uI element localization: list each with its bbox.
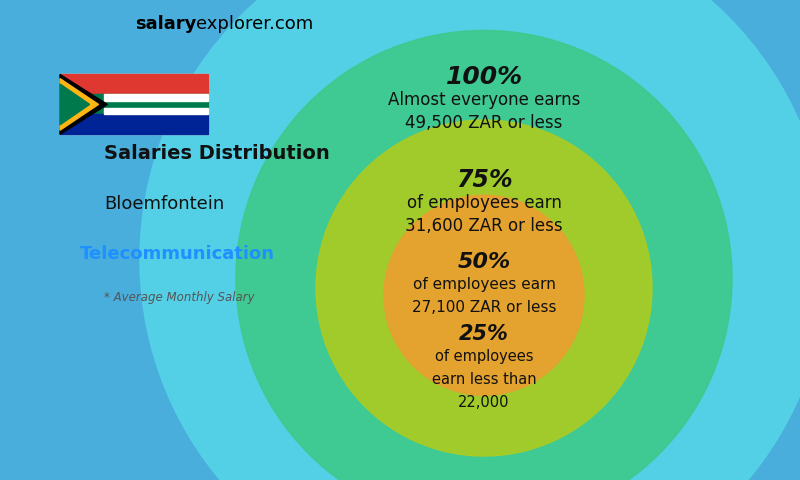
Text: earn less than: earn less than (432, 372, 536, 387)
Text: Almost everyone earns: Almost everyone earns (388, 91, 580, 109)
Bar (60, 74, 208, 134)
Bar (104, 95, 208, 101)
Text: 25%: 25% (459, 324, 509, 344)
Text: 49,500 ZAR or less: 49,500 ZAR or less (406, 114, 562, 132)
Bar (60, 95, 208, 114)
Ellipse shape (236, 30, 732, 480)
Bar (104, 108, 208, 114)
Text: 50%: 50% (458, 252, 510, 272)
Polygon shape (60, 84, 90, 125)
Text: 100%: 100% (446, 65, 522, 89)
Text: * Average Monthly Salary: * Average Monthly Salary (104, 291, 254, 304)
Polygon shape (60, 74, 107, 134)
Text: Salaries Distribution: Salaries Distribution (104, 144, 330, 163)
Bar (60, 114, 208, 134)
Ellipse shape (384, 195, 584, 395)
Bar (60, 74, 208, 95)
Text: of employees earn: of employees earn (406, 194, 562, 212)
Polygon shape (60, 79, 98, 130)
Text: of employees earn: of employees earn (413, 277, 555, 292)
Text: 27,100 ZAR or less: 27,100 ZAR or less (412, 300, 556, 315)
Text: of employees: of employees (434, 349, 534, 364)
Text: 31,600 ZAR or less: 31,600 ZAR or less (405, 217, 563, 235)
Text: Telecommunication: Telecommunication (80, 245, 275, 264)
Text: salary: salary (134, 15, 196, 33)
Ellipse shape (316, 120, 652, 456)
Ellipse shape (140, 0, 800, 480)
Text: explorer.com: explorer.com (196, 15, 314, 33)
Text: 75%: 75% (456, 168, 512, 192)
Text: Bloemfontein: Bloemfontein (104, 195, 224, 213)
Text: 22,000: 22,000 (458, 395, 510, 410)
